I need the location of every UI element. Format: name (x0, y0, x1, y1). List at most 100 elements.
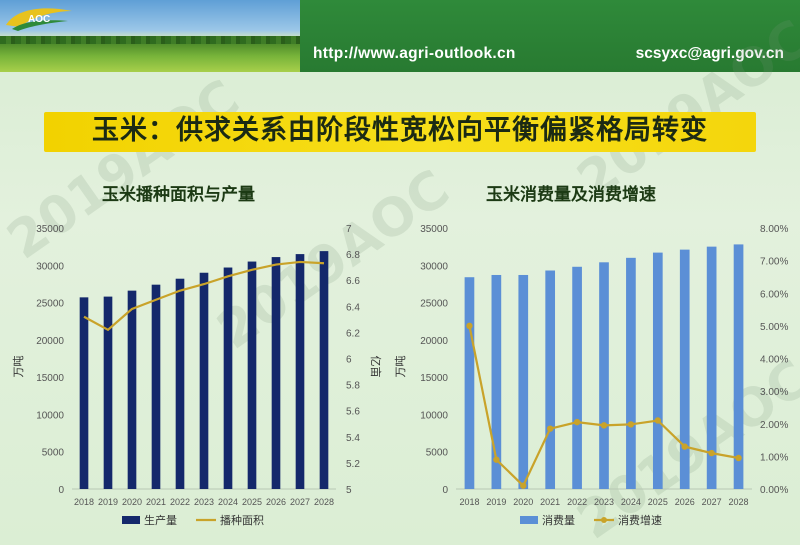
line-point (654, 417, 662, 424)
contact-email[interactable]: scsyxc@agri.gov.cn (635, 45, 784, 62)
x-tick-label: 2023 (194, 497, 214, 507)
bar (679, 249, 690, 489)
y-tick-label: 20000 (420, 336, 448, 347)
y2-tick-label: 3.00% (760, 387, 788, 398)
y-tick-label: 35000 (36, 224, 64, 235)
bar (572, 266, 582, 489)
y2-tick-label: 6.00% (760, 289, 788, 300)
bar (175, 278, 185, 489)
line-point (493, 456, 500, 463)
bar (464, 277, 475, 489)
y-tick-label: 10000 (36, 410, 64, 421)
y-tick-label: 25000 (36, 299, 64, 310)
x-tick-label: 2027 (702, 497, 722, 507)
y2-tick-label: 5.4 (346, 433, 360, 444)
y2-tick-label: 6.8 (346, 250, 360, 261)
bar (652, 252, 663, 489)
y-tick-label: 15000 (36, 373, 64, 384)
line-point (573, 418, 581, 426)
y2-tick-label: 0.00% (760, 485, 788, 496)
bar (199, 272, 209, 489)
y2-tick-label: 5.6 (346, 407, 360, 418)
x-tick-label: 2020 (122, 497, 142, 507)
y2-tick-label: 6.6 (346, 276, 360, 287)
bar (247, 261, 257, 489)
bar (295, 254, 305, 489)
x-tick-label: 2019 (486, 497, 506, 507)
y2-tick-label: 6.4 (346, 302, 360, 313)
x-tick-label: 2018 (459, 497, 479, 507)
line-point (627, 421, 635, 428)
bar (271, 257, 281, 489)
logo-text: AOC (28, 14, 50, 25)
legend-line-label: 消费增速 (618, 513, 662, 527)
y-tick-label: 30000 (36, 261, 64, 272)
y-tick-label: 5000 (426, 448, 449, 459)
y2-tick-label: 7.00% (760, 257, 788, 268)
bar (127, 290, 137, 489)
line-point (520, 482, 527, 489)
x-tick-label: 2024 (218, 497, 238, 507)
bar (223, 267, 233, 489)
bar (626, 257, 636, 489)
bar (599, 262, 609, 489)
y-tick-label: 25000 (420, 299, 448, 310)
legend-bar-label: 消费量 (542, 513, 575, 527)
legend-bar-label: 生产量 (144, 513, 177, 527)
y-tick-label: 5000 (42, 448, 65, 459)
y-tick-label: 15000 (420, 373, 448, 384)
series-line (83, 260, 325, 332)
line-point (600, 422, 608, 429)
y2-tick-label: 5.8 (346, 381, 360, 392)
y2-tick-label: 1.00% (760, 452, 788, 463)
bar (103, 296, 113, 489)
y2-tick-label: 5 (346, 485, 352, 496)
y-tick-label: 10000 (420, 410, 448, 421)
bar (545, 270, 556, 489)
x-tick-label: 2024 (621, 497, 641, 507)
bar (319, 251, 329, 489)
y2-tick-label: 7 (346, 224, 352, 235)
chart-title-consumption: 玉米消费量及消费增速 (486, 185, 656, 205)
legend-bar-swatch (520, 516, 538, 524)
x-tick-label: 2020 (513, 497, 533, 507)
line-point (681, 443, 688, 450)
x-tick-label: 2018 (74, 497, 94, 507)
y2-tick-label: 5.00% (760, 322, 788, 333)
bar (151, 284, 161, 489)
line-point (735, 454, 742, 462)
bar (706, 246, 717, 489)
y-tick-label: 35000 (420, 224, 448, 235)
legend-line-marker (601, 517, 607, 523)
x-tick-label: 2028 (314, 497, 334, 507)
y-axis-label: 万吨 (12, 356, 25, 378)
x-tick-label: 2025 (242, 497, 262, 507)
chart-title-area-production: 玉米播种面积与产量 (102, 185, 255, 205)
y2-tick-label: 2.00% (760, 420, 788, 431)
header-banner: AOC http://www.agri-outlook.cn scsyxc@ag… (0, 0, 800, 72)
y2-tick-label: 4.00% (760, 355, 788, 366)
title-highlight (44, 112, 756, 152)
y-tick-label: 0 (442, 485, 448, 496)
y-axis-label: 万吨 (394, 356, 407, 378)
chart-consumption: 0 5000 10000 15000 20000 25000 30000 35000 0.00%… (394, 224, 788, 527)
y2-tick-label: 6 (346, 355, 352, 366)
chart-area-production: 0 5000 10000 15000 20000 25000 30000 35000 5 5.2 5… (12, 224, 383, 527)
y-tick-label: 30000 (420, 261, 448, 272)
x-tick-label: 2023 (594, 497, 614, 507)
line-point (546, 425, 554, 432)
bar (491, 274, 502, 489)
bar (79, 297, 89, 489)
page-title: 玉米：供求关系由阶段性宽松向平衡偏紧格局转变 (92, 115, 708, 146)
y2-tick-label: 5.2 (346, 459, 360, 470)
x-tick-label: 2021 (146, 497, 166, 507)
website-url[interactable]: http://www.agri-outlook.cn (313, 45, 516, 62)
x-tick-label: 2021 (540, 497, 560, 507)
y-tick-label: 20000 (36, 336, 64, 347)
x-tick-label: 2019 (98, 497, 118, 507)
legend-bar-swatch (122, 516, 140, 524)
legend-line-label: 播种面积 (220, 513, 264, 527)
x-tick-label: 2025 (648, 497, 668, 507)
